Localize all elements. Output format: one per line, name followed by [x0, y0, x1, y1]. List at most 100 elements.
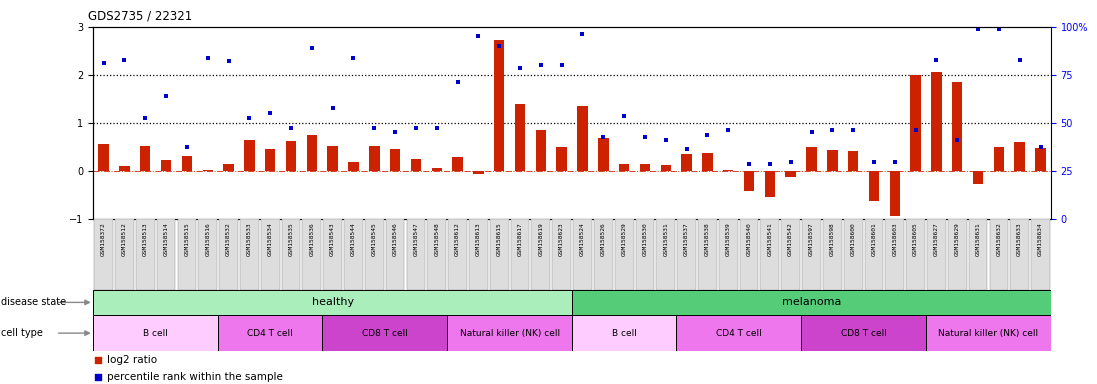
Point: [970, 26, 987, 32]
Text: GSM158536: GSM158536: [309, 222, 315, 256]
Bar: [1036, 148, 1045, 171]
Point: [386, 129, 404, 136]
Bar: [369, 146, 380, 171]
Text: GSM158600: GSM158600: [850, 222, 856, 256]
Text: GSM158615: GSM158615: [497, 222, 501, 256]
Point: [318, 151, 336, 157]
Text: Natural killer (NK) cell: Natural killer (NK) cell: [460, 329, 559, 338]
Bar: [1015, 142, 1025, 171]
Text: GSM158546: GSM158546: [393, 222, 397, 256]
Bar: [744, 171, 755, 191]
Point: [1032, 144, 1050, 150]
Text: CD8 T cell: CD8 T cell: [362, 329, 408, 338]
Point: [261, 110, 279, 116]
Bar: [577, 106, 588, 171]
Text: GSM158541: GSM158541: [768, 222, 772, 256]
Bar: [324, 219, 342, 290]
Bar: [410, 159, 421, 171]
Bar: [989, 219, 1008, 290]
Bar: [1031, 219, 1050, 290]
Text: CD4 T cell: CD4 T cell: [715, 329, 761, 338]
Bar: [136, 219, 155, 290]
Text: GSM158529: GSM158529: [622, 222, 626, 256]
Bar: [307, 135, 317, 171]
Text: GSM158617: GSM158617: [518, 222, 522, 256]
Point: [449, 79, 466, 85]
Point: [553, 62, 570, 68]
Bar: [245, 140, 255, 171]
Bar: [428, 219, 446, 290]
Bar: [494, 40, 505, 171]
Bar: [348, 162, 359, 171]
Point: [407, 124, 425, 131]
Bar: [389, 149, 400, 171]
Text: GSM158597: GSM158597: [808, 222, 814, 256]
Bar: [431, 169, 442, 171]
Bar: [869, 171, 879, 200]
Point: [490, 43, 508, 49]
Text: GSM158526: GSM158526: [601, 222, 606, 256]
Text: B cell: B cell: [612, 329, 636, 338]
Bar: [157, 219, 176, 290]
Bar: [572, 315, 676, 351]
Bar: [801, 315, 926, 351]
Point: [615, 113, 633, 119]
Text: log2 ratio: log2 ratio: [106, 356, 157, 366]
Bar: [781, 219, 800, 290]
Bar: [890, 171, 900, 217]
Bar: [556, 147, 567, 171]
Text: GSM158631: GSM158631: [975, 222, 981, 256]
Text: GSM158372: GSM158372: [101, 222, 106, 256]
Bar: [218, 315, 323, 351]
Text: GSM158516: GSM158516: [205, 222, 211, 256]
Point: [115, 58, 133, 64]
Point: [324, 106, 341, 112]
Point: [824, 127, 841, 133]
Text: GSM158537: GSM158537: [685, 222, 689, 256]
Bar: [760, 219, 779, 290]
Bar: [365, 219, 384, 290]
Text: GSM158547: GSM158547: [414, 222, 418, 256]
Bar: [203, 170, 213, 171]
Bar: [386, 219, 405, 290]
Text: GSM158598: GSM158598: [829, 222, 835, 256]
Text: GSM158545: GSM158545: [372, 222, 376, 256]
Point: [94, 60, 112, 66]
Bar: [765, 171, 776, 197]
Text: GSM158531: GSM158531: [664, 222, 668, 256]
Text: GSM158539: GSM158539: [726, 222, 731, 256]
Text: CD8 T cell: CD8 T cell: [840, 329, 886, 338]
Bar: [282, 219, 301, 290]
Bar: [240, 219, 259, 290]
Text: B cell: B cell: [144, 329, 168, 338]
Point: [136, 115, 154, 121]
Point: [470, 33, 487, 40]
Bar: [739, 219, 758, 290]
Point: [1011, 58, 1029, 64]
Bar: [660, 165, 671, 171]
Text: GSM158548: GSM158548: [434, 222, 439, 256]
Text: GSM158634: GSM158634: [1038, 222, 1043, 256]
Text: GSM158601: GSM158601: [871, 222, 877, 256]
Point: [532, 62, 550, 68]
Point: [511, 65, 529, 71]
Bar: [864, 219, 883, 290]
Bar: [303, 219, 321, 290]
Point: [199, 55, 216, 61]
Bar: [802, 219, 821, 290]
Point: [657, 137, 675, 143]
Text: GSM158534: GSM158534: [268, 222, 273, 256]
Bar: [926, 315, 1051, 351]
Point: [636, 134, 654, 141]
Text: GSM158619: GSM158619: [539, 222, 543, 256]
Bar: [407, 219, 426, 290]
Point: [678, 146, 695, 152]
Text: GSM158542: GSM158542: [788, 222, 793, 256]
Bar: [719, 219, 737, 290]
Bar: [677, 219, 695, 290]
Text: percentile rank within the sample: percentile rank within the sample: [106, 372, 283, 382]
Bar: [531, 219, 551, 290]
Text: GSM158532: GSM158532: [226, 222, 231, 256]
Point: [886, 159, 904, 166]
Bar: [911, 75, 920, 171]
